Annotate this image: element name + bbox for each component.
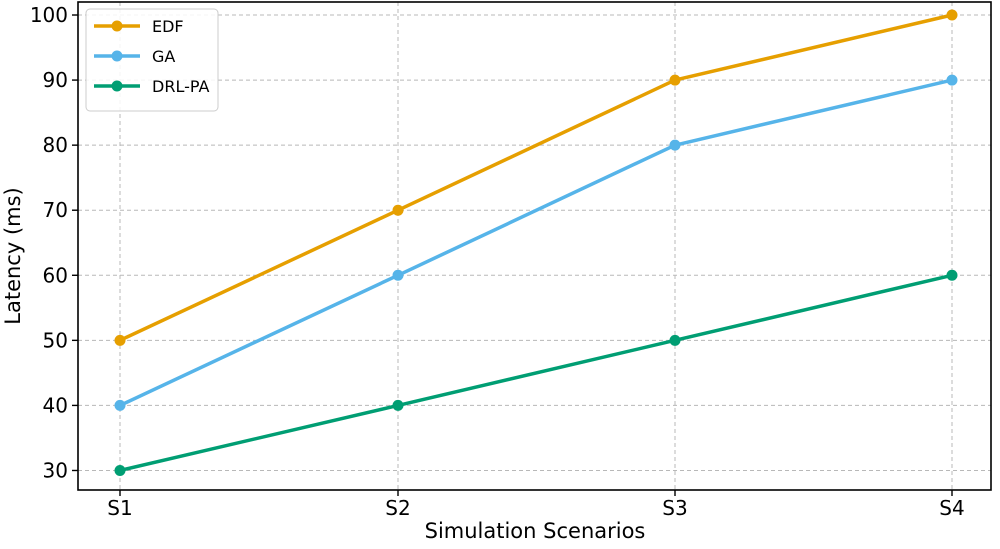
legend-label-drl-pa: DRL-PA [152,77,209,96]
y-tick-label: 100 [30,3,68,27]
y-tick-label: 50 [43,328,68,352]
y-axis-label: Latency (ms) [1,187,25,324]
y-tick-label: 70 [43,198,68,222]
data-point-ga [114,399,126,411]
data-point-drl-pa [669,334,681,346]
data-point-edf [392,204,404,216]
data-point-ga [946,74,958,86]
y-tick-label: 40 [43,393,68,417]
y-tick-label: 90 [43,68,68,92]
y-tick-label: 30 [43,458,68,482]
legend-label-ga: GA [152,47,175,66]
series-line-edf [118,13,954,343]
series-layer [114,9,958,476]
x-tick-label: S1 [107,496,132,520]
plot-frame [77,1,992,491]
data-point-drl-pa [114,464,126,476]
data-point-drl-pa [946,269,958,281]
x-axis-label: Simulation Scenarios [425,519,646,543]
x-tick-label: S3 [662,496,687,520]
legend-marker-edf [111,20,123,32]
series-line-drl-pa [118,273,954,473]
legend: EDF GA DRL-PA [85,8,219,112]
data-point-edf [669,74,681,86]
y-tick-label: 80 [43,133,68,157]
series-line-ga [118,78,954,408]
legend-label-edf: EDF [152,17,184,36]
data-point-edf [114,334,126,346]
data-point-ga [669,139,681,151]
tick-layer: S1 S2 S3 S4 30 40 50 60 70 80 90 100 [30,3,965,520]
data-point-edf [946,9,958,21]
data-point-ga [392,269,404,281]
x-tick-label: S4 [939,496,964,520]
legend-marker-ga [111,50,123,62]
data-point-drl-pa [392,399,404,411]
x-tick-label: S2 [385,496,410,520]
legend-marker-drl-pa [111,80,123,92]
y-tick-label: 60 [43,263,68,287]
